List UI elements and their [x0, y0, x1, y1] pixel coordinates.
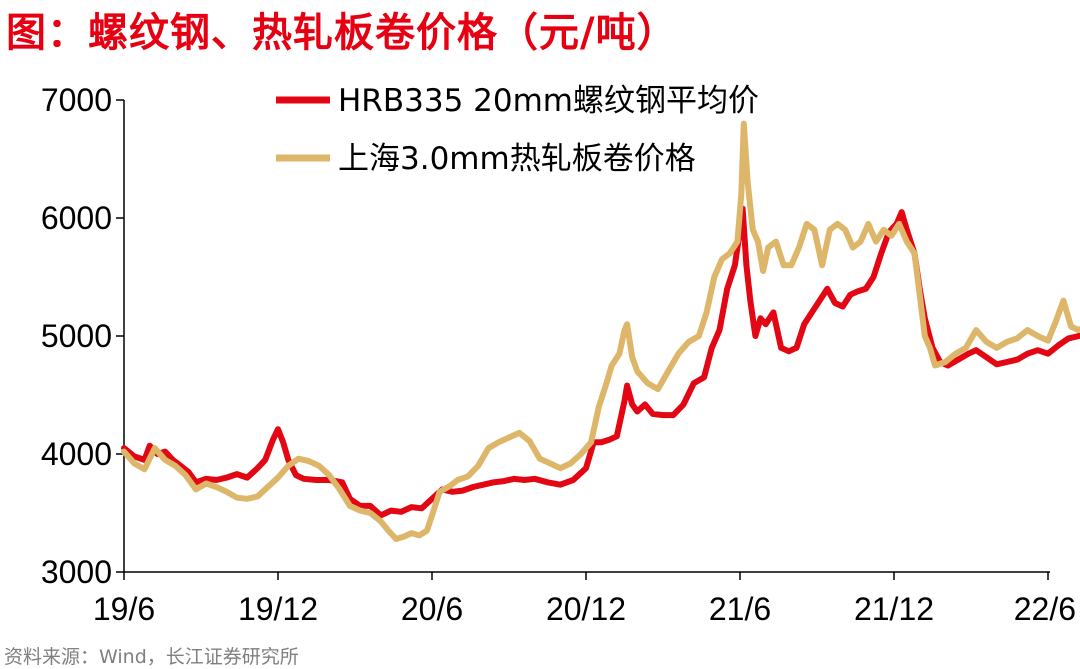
legend-label-rebar: HRB335 20mm螺纹钢平均价: [338, 83, 759, 119]
x-tick-label: 19/12: [238, 591, 318, 627]
x-tick-label: 21/12: [854, 591, 934, 627]
y-tick-label: 5000: [41, 318, 112, 354]
x-tick-label: 22/6: [1014, 591, 1076, 627]
y-tick-label: 7000: [41, 82, 112, 118]
x-tick-label: 20/12: [546, 591, 626, 627]
x-tick-label: 19/6: [93, 591, 155, 627]
x-tick-label: 21/6: [709, 591, 771, 627]
legend-label-hot-rolled-coil: 上海3.0mm热轧板卷价格: [338, 141, 696, 177]
chart-series-layer: [121, 120, 1080, 542]
chart-axes: 3000 4000 5000 6000 7000 19/6 19/12 20/6 20/12 21…: [41, 82, 1076, 627]
y-tick-label: 3000: [41, 554, 112, 590]
chart-title: 图：螺纹钢、热轧板卷价格（元/吨）: [6, 10, 678, 56]
line-chart: 3000 4000 5000 6000 7000 19/6 19/12 20/6 20/12 21…: [41, 82, 1080, 627]
y-tick-label: 4000: [41, 436, 112, 472]
series-line-rebar: [121, 205, 1080, 519]
y-tick-label: 6000: [41, 200, 112, 236]
x-tick-label: 20/6: [401, 591, 463, 627]
series-line-hot-rolled-coil: [121, 120, 1080, 542]
source-note: 资料来源：Wind，长江证券研究所: [4, 646, 299, 668]
